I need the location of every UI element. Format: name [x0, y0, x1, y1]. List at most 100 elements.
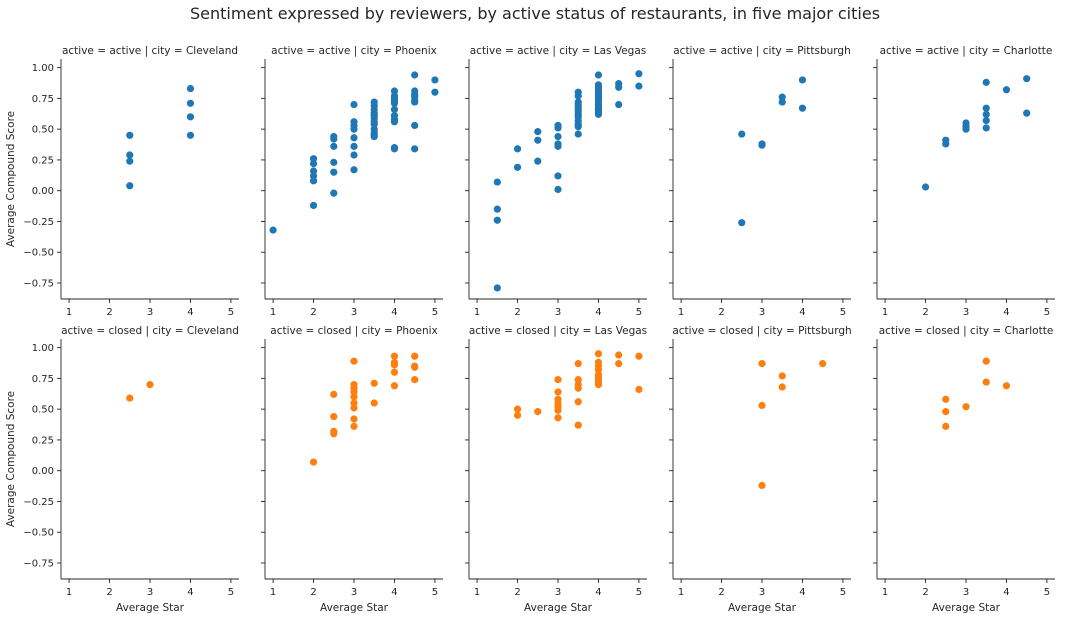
x-tick-label: 4: [799, 307, 805, 318]
data-point: [350, 134, 358, 142]
x-tick-label: 3: [963, 307, 969, 318]
data-point: [554, 414, 562, 422]
data-point: [554, 142, 562, 150]
x-tick-label: 3: [147, 587, 153, 598]
x-tick-label: 4: [187, 587, 193, 598]
data-point: [921, 183, 930, 191]
data-point: [309, 160, 318, 168]
x-tick-label: 2: [106, 307, 112, 318]
data-point: [615, 100, 623, 109]
panel-title: active = closed | city = Las Vegas: [469, 325, 647, 337]
x-tick-label: 5: [840, 307, 846, 318]
data-point: [390, 382, 399, 390]
data-point: [982, 378, 990, 386]
data-point: [370, 132, 378, 141]
data-point: [186, 113, 195, 121]
data-point: [350, 393, 358, 401]
data-point: [390, 145, 399, 153]
data-point: [778, 383, 786, 391]
x-tick-label: 4: [1003, 307, 1009, 318]
data-point: [126, 157, 134, 165]
x-tick-label: 5: [228, 307, 234, 318]
data-point: [390, 368, 399, 376]
data-point: [330, 142, 338, 150]
data-point: [798, 104, 807, 112]
data-point: [186, 84, 195, 93]
data-point: [798, 76, 807, 84]
x-tick-label: 4: [595, 307, 601, 318]
y-axis-label: Average Compound Score: [5, 391, 17, 527]
data-point: [493, 178, 501, 186]
data-point: [962, 125, 970, 133]
x-tick-label: 3: [555, 307, 561, 318]
panel-active-4: active = active | city = Charlotte 1 2 3 4 5: [873, 45, 1055, 318]
data-point: [594, 350, 603, 358]
panel-title: active = closed | city = Phoenix: [270, 325, 437, 337]
x-axis-label: Average Star: [932, 602, 1001, 614]
panel-title: active = active | city = Las Vegas: [470, 45, 647, 57]
x-tick-label: 5: [1044, 307, 1050, 318]
y-tick-label: −0.50: [23, 528, 54, 539]
x-tick-label: 4: [799, 587, 805, 598]
data-point: [513, 163, 522, 171]
data-point: [330, 390, 338, 398]
data-point: [350, 422, 358, 430]
y-tick-label: −0.75: [23, 559, 54, 570]
data-point: [778, 98, 786, 106]
data-point: [186, 131, 195, 139]
data-point: [269, 226, 277, 234]
x-tick-label: 2: [106, 587, 112, 598]
x-tick-label: 4: [1003, 587, 1009, 598]
data-point: [350, 415, 358, 423]
data-point: [350, 404, 358, 412]
panel-title: active = closed | city = Charlotte: [879, 325, 1054, 337]
y-tick-label: −0.25: [23, 497, 54, 508]
data-point: [942, 408, 950, 416]
panel-active-0: active = active | city = Cleveland 1.00 0.…: [5, 45, 239, 318]
data-point: [534, 136, 542, 144]
data-point: [574, 130, 582, 138]
x-tick-label: 4: [391, 307, 397, 318]
y-tick-label: 1.00: [32, 343, 54, 354]
x-tick-label: 2: [922, 307, 928, 318]
x-tick-label: 5: [840, 587, 846, 598]
data-point: [574, 376, 582, 384]
data-point: [411, 363, 419, 371]
data-point: [330, 135, 338, 143]
x-tick-label: 3: [351, 587, 357, 598]
data-point: [982, 78, 990, 86]
data-point: [350, 357, 358, 365]
data-point: [411, 145, 419, 153]
y-tick-label: 1.00: [32, 63, 54, 74]
data-point: [411, 98, 419, 106]
data-point: [330, 430, 338, 438]
data-point: [350, 388, 358, 396]
data-point: [982, 110, 990, 118]
x-tick-label: 1: [66, 587, 72, 598]
data-point: [594, 366, 603, 374]
data-point: [942, 140, 950, 148]
data-point: [574, 92, 582, 100]
data-point: [554, 172, 562, 180]
data-point: [635, 82, 643, 90]
data-point: [309, 201, 318, 210]
data-point: [330, 189, 338, 197]
data-point: [390, 352, 399, 360]
data-point: [350, 142, 358, 150]
data-point: [534, 128, 542, 136]
data-point: [493, 284, 501, 292]
x-axis-label: Average Star: [524, 602, 593, 614]
y-axis-label: Average Compound Score: [5, 111, 17, 247]
panel-active-3: active = active | city = Pittsburgh 1 2 3 4 5: [669, 45, 851, 318]
data-point: [574, 384, 582, 392]
data-point: [778, 372, 786, 380]
data-point: [126, 182, 134, 190]
panel-active-2: active = active | city = Las Vegas 1 2 3 4 5: [465, 45, 647, 318]
x-tick-label: 3: [963, 587, 969, 598]
data-point: [513, 145, 522, 153]
x-tick-label: 2: [514, 587, 520, 598]
data-point: [594, 71, 603, 79]
data-point: [615, 360, 623, 368]
panel-active-1: active = active | city = Phoenix 1 2 3 4 5: [261, 45, 443, 318]
data-point: [758, 360, 766, 368]
